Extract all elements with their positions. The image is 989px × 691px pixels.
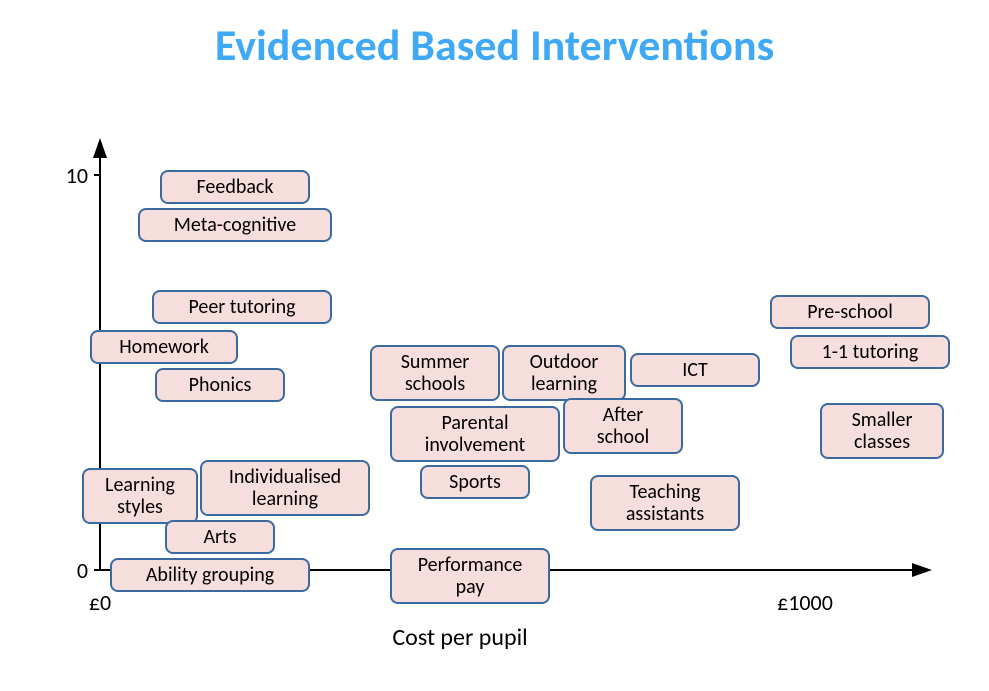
node-arts: Arts [165,520,275,554]
node-peer-tutoring: Peer tutoring [152,290,332,324]
node-parental: Parental involvement [390,406,560,462]
node-individualised: Individualised learning [200,460,370,516]
node-after-school: After school [563,398,683,454]
node-ability-grouping: Ability grouping [110,558,310,592]
chart-page: Evidenced Based Interventions 0 10 £0 £1… [0,0,989,691]
node-teaching-asst: Teaching assistants [590,475,740,531]
node-meta-cognitive: Meta-cognitive [138,208,332,242]
node-homework: Homework [90,330,238,364]
node-sports: Sports [420,465,530,499]
scatter-plot: 0 10 £0 £1000 Cost per pupil Effect Size… [60,120,960,660]
node-phonics: Phonics [155,368,285,402]
nodes-layer: Feedback Meta-cognitive Peer tutoring Homew… [60,120,960,660]
node-outdoor-learning: Outdoor learning [502,345,626,401]
node-ict: ICT [630,353,760,387]
node-pre-school: Pre-school [770,295,930,329]
node-feedback: Feedback [160,170,310,204]
node-learning-styles: Learning styles [82,468,198,524]
node-performance-pay: Performance pay [390,548,550,604]
node-summer-schools: Summer schools [370,345,500,401]
node-smaller-classes: Smaller classes [820,403,944,459]
page-title: Evidenced Based Interventions [0,18,989,72]
node-one-to-one: 1-1 tutoring [790,335,950,369]
